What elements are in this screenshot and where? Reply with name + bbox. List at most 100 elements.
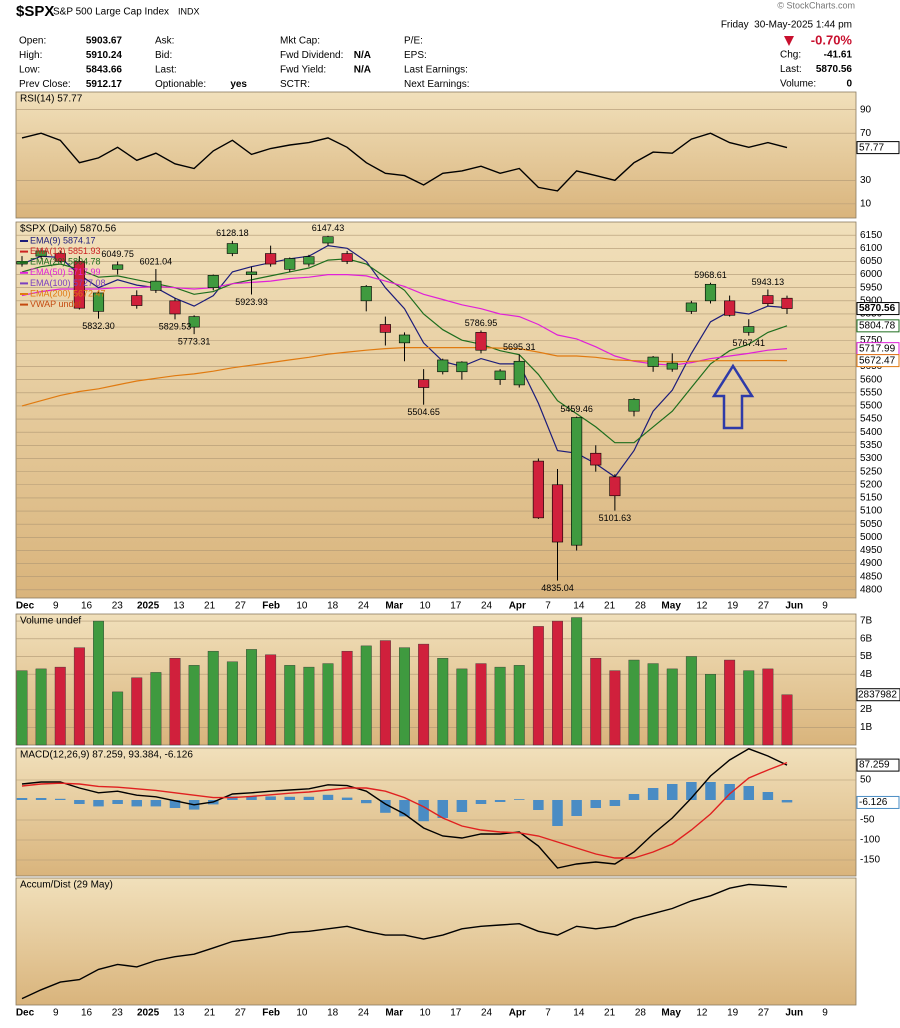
field-value: 5843.66 [86,65,123,76]
y-tick-label: 6050 [860,256,883,267]
panel-background [15,747,857,877]
x-tick-label: 16 [81,1008,93,1019]
volume-bar [73,647,85,746]
candle-body [475,332,487,351]
field-label: Next Earnings: [404,79,470,90]
candle-body [609,476,621,497]
x-tick-label: 21 [204,1008,216,1019]
y-tick-label: 30 [860,175,872,186]
x-tick-label: 18 [327,1008,339,1019]
panel-title: MACD(12,26,9) 87.259, 93.384, -6.126 [20,750,193,761]
candle-body [456,361,468,373]
x-tick-label: May [661,1008,681,1019]
x-tick-label: 7 [545,601,551,612]
candle-body [590,452,602,466]
x-tick-label: Feb [262,1008,280,1019]
field-label: High: [19,50,42,61]
legend-label: EMA(9) 5874.17 [30,235,96,245]
symbol: $SPX [16,3,54,20]
candle-body [418,379,430,388]
histogram-bar [54,798,66,800]
field-label: Fwd Dividend: [280,50,343,61]
price-annotation: 5832.30 [82,321,115,331]
value-tag: 2837982 [858,689,897,700]
volume-bar [303,666,315,746]
candle-body [704,283,717,302]
y-tick-label: 5200 [860,479,883,490]
x-tick-label: 9 [822,1008,828,1019]
candle-body [188,316,200,328]
volume-bar [513,665,525,746]
y-tick-label: 5950 [860,282,883,293]
value-tag-box [856,302,900,316]
candle-body [341,253,353,262]
histogram-bar [341,797,353,800]
x-tick-label: 23 [112,1008,124,1019]
x-tick-label: 2025 [137,1008,160,1019]
x-tick-label: 16 [81,601,93,612]
histogram-bar [399,800,410,817]
x-tick-label: 23 [112,601,124,612]
volume-bar [207,650,219,746]
volume-bar [16,670,28,746]
candle-body [207,275,219,288]
x-tick-label: 14 [573,1008,585,1019]
histogram-bar [360,800,372,804]
histogram-bar [169,800,181,808]
x-tick-label: 24 [358,601,370,612]
price-annotation: 5101.63 [599,513,632,523]
y-tick-label: 5450 [860,414,883,425]
field-label: Last Earnings: [404,65,468,76]
volume-bar [322,663,334,746]
y-tick-label: 6000 [860,269,883,280]
volume-bar [571,617,583,746]
volume-bar [93,620,104,746]
price-annotation: 6128.18 [216,228,249,238]
y-tick-label: -100 [860,835,880,846]
x-tick-label: 14 [573,601,585,612]
volume-bar [685,656,697,746]
x-tick-label: 10 [419,601,431,612]
value-tag-box [856,795,900,809]
price-annotation: 6147.43 [312,223,345,233]
value-tag-box [856,688,900,702]
x-tick-label: Mar [385,1008,403,1019]
legend-label: EMA(20) 5804.78 [30,257,101,267]
field-label: SCTR: [280,79,310,90]
x-tick-label: 19 [727,601,739,612]
volume-bar [418,643,430,746]
panel-title: Accum/Dist (29 May) [20,880,113,891]
legend-label: EMA(100) 5727.08 [30,278,106,288]
volume-bar [226,661,238,746]
legend-label: EMA(200) 5672.47 [30,288,106,298]
panel-background [15,91,857,219]
candle-body [551,484,564,543]
volume-bar [781,694,793,746]
volume-bar [647,663,659,746]
volume-bar [552,620,563,746]
histogram-bar [666,784,678,800]
field-label: Ask: [155,36,174,47]
candle-body [131,295,143,306]
volume-bar [456,668,468,746]
x-tick-label: 27 [235,1008,247,1019]
x-tick-label: 2025 [137,601,160,612]
candle-body [92,292,105,312]
panel-title: $SPX (Daily) 5870.56 [20,224,117,235]
y-tick-label: 70 [860,128,872,139]
histogram-bar [322,794,334,800]
candle-body [494,370,506,380]
x-tick-label: 21 [604,1008,616,1019]
histogram-bar [628,794,640,800]
x-tick-label: Jun [785,1008,803,1019]
candle-body [571,417,583,546]
indicator-line [21,132,788,192]
field-label: Low: [19,65,40,76]
x-tick-label: Apr [509,601,526,612]
x-tick-label: 21 [604,601,616,612]
y-tick-label: 50 [860,775,872,786]
candle-body [322,236,334,244]
field-label: Last: [155,65,177,76]
y-tick-label: 4800 [860,584,883,595]
